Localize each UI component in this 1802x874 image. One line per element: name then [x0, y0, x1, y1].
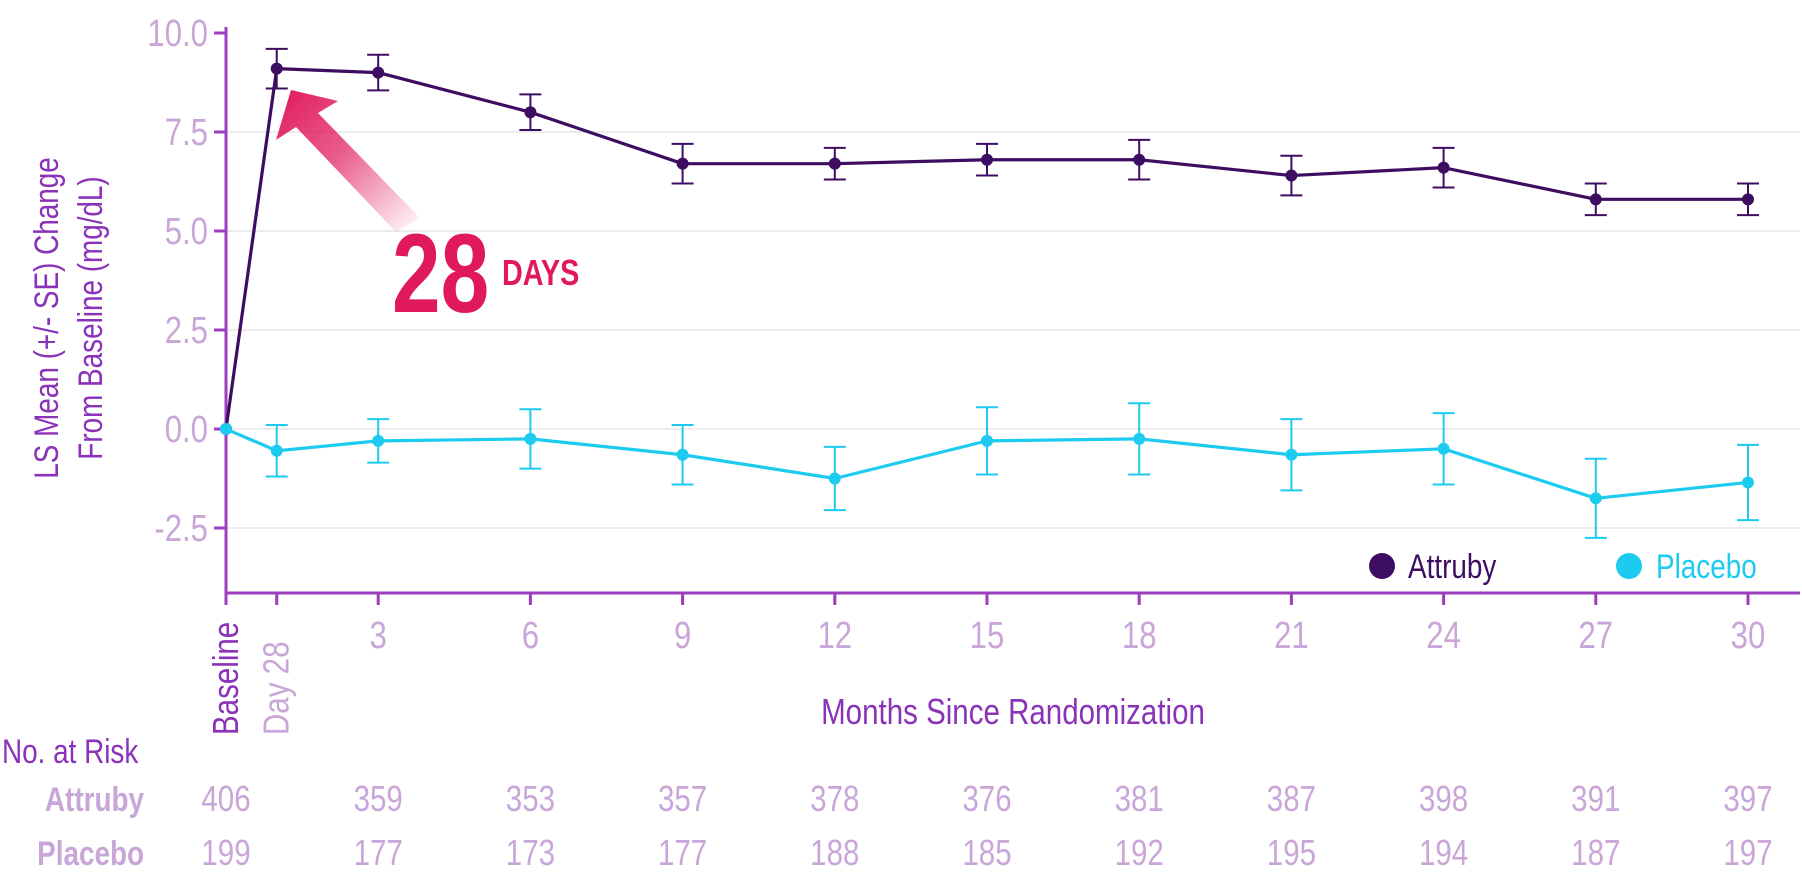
data-point-placebo-5: [828, 472, 841, 485]
y-axis-label-line2: From Baseline (mg/dL): [71, 176, 109, 459]
risk-value-placebo-5: 185: [962, 832, 1011, 872]
gridlines: [226, 131, 1800, 529]
legend-label-attruby: Attruby: [1408, 547, 1497, 585]
series-placebo: [220, 402, 1759, 539]
legend: Attruby Placebo: [1369, 547, 1757, 586]
x-tick-labels: Baseline Day 28 3 6 9 12 15 18 21 24 27 30: [205, 615, 1765, 735]
legend-marker-placebo: [1616, 553, 1642, 579]
risk-value-attruby-7: 387: [1267, 778, 1316, 818]
y-tick-label-0: 10.0: [147, 13, 208, 55]
risk-table-values: 406 359 353 357 378 376 381 387 398 391 397 199 177 1…: [201, 778, 1772, 872]
data-point-placebo-2: [372, 434, 385, 447]
risk-value-placebo-6: 192: [1115, 832, 1164, 872]
risk-value-attruby-4: 378: [810, 778, 859, 818]
risk-value-placebo-3: 177: [658, 832, 707, 872]
data-point-placebo-9: [1437, 442, 1450, 455]
data-point-placebo-0: [220, 423, 232, 435]
x-tick-label-9: 24: [1426, 615, 1461, 657]
risk-value-placebo-1: 177: [354, 832, 403, 872]
data-point-attruby-9: [1437, 161, 1450, 174]
data-point-attruby-5: [828, 157, 841, 170]
risk-row-label-attruby: Attruby: [45, 780, 145, 818]
risk-value-placebo-0: 199: [201, 832, 250, 872]
annotation-unit: DAYS: [502, 252, 579, 293]
risk-value-attruby-10: 397: [1723, 778, 1772, 818]
data-point-placebo-4: [676, 448, 689, 461]
x-tick-label-3: 6: [522, 615, 539, 657]
axes: [214, 27, 1800, 605]
series-line-attruby: [224, 67, 1748, 430]
data-point-attruby-6: [981, 153, 993, 166]
x-tick-label-10: 27: [1578, 615, 1613, 657]
risk-value-attruby-6: 381: [1115, 778, 1164, 818]
x-tick-label-2: 3: [370, 615, 387, 657]
y-axis-label: LS Mean (+/- SE) Change From Baseline (m…: [27, 157, 109, 478]
risk-value-placebo-2: 173: [506, 832, 555, 872]
y-tick-label-4: 0.0: [165, 409, 208, 451]
risk-row-label-placebo: Placebo: [37, 834, 144, 872]
x-tick-label-1: Day 28: [256, 642, 296, 735]
risk-value-placebo-4: 188: [810, 832, 859, 872]
y-tick-label-3: 2.5: [165, 310, 208, 352]
x-tick-label-8: 21: [1274, 615, 1309, 657]
y-tick-label-1: 7.5: [165, 112, 208, 154]
data-point-attruby-1: [270, 62, 283, 75]
data-point-attruby-3: [524, 106, 537, 119]
risk-value-placebo-7: 195: [1267, 832, 1316, 872]
x-tick-label-0: Baseline: [205, 622, 245, 735]
data-point-placebo-3: [524, 432, 537, 445]
data-point-placebo-11: [1742, 476, 1754, 489]
y-axis-label-line1: LS Mean (+/- SE) Change: [27, 157, 65, 478]
risk-value-attruby-8: 398: [1419, 778, 1468, 818]
risk-value-placebo-9: 187: [1571, 832, 1620, 872]
y-tick-labels: 10.0 7.5 5.0 2.5 0.0 -2.5: [147, 13, 208, 550]
data-point-placebo-8: [1285, 448, 1298, 461]
risk-value-attruby-2: 353: [506, 778, 555, 818]
data-point-placebo-7: [1133, 432, 1146, 445]
data-point-attruby-7: [1133, 153, 1146, 166]
risk-table-title: No. at Risk: [2, 732, 139, 770]
data-point-attruby-8: [1285, 169, 1298, 182]
risk-value-attruby-5: 376: [962, 778, 1011, 818]
data-point-attruby-4: [676, 157, 689, 170]
annotation-number: 28: [392, 212, 489, 337]
series-line-placebo: [225, 427, 1749, 500]
risk-table: No. at Risk Attruby Placebo 406 359 353 357…: [2, 732, 1773, 872]
x-tick-label-11: 30: [1731, 615, 1766, 657]
data-point-attruby-2: [372, 66, 385, 79]
risk-value-placebo-10: 197: [1723, 832, 1772, 872]
data-point-placebo-6: [981, 434, 993, 447]
data-point-attruby-10: [1589, 193, 1602, 206]
legend-label-placebo: Placebo: [1656, 547, 1757, 585]
y-tick-label-2: 5.0: [165, 211, 208, 253]
data-point-placebo-1: [270, 444, 283, 457]
series-attruby: [220, 47, 1759, 435]
data-point-placebo-10: [1589, 492, 1602, 505]
risk-value-placebo-8: 194: [1419, 832, 1468, 872]
legend-marker-attruby: [1369, 553, 1395, 579]
x-tick-label-6: 15: [970, 615, 1005, 657]
y-tick-label-5: -2.5: [154, 508, 208, 550]
annotation-28-days: 28 DAYS: [276, 90, 579, 337]
x-tick-label-7: 18: [1122, 615, 1157, 657]
risk-value-attruby-0: 406: [201, 778, 250, 818]
data-point-attruby-11: [1742, 193, 1754, 206]
risk-value-attruby-9: 391: [1571, 778, 1620, 818]
risk-value-attruby-1: 359: [354, 778, 403, 818]
risk-value-attruby-3: 357: [658, 778, 707, 818]
x-tick-label-5: 12: [817, 615, 852, 657]
annotation-arrow: [276, 90, 420, 232]
series: [220, 47, 1759, 539]
x-axis-label: Months Since Randomization: [821, 691, 1205, 731]
x-tick-label-4: 9: [674, 615, 691, 657]
